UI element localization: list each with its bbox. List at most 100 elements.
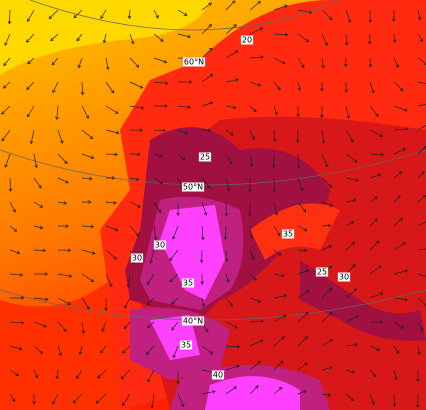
wind-arrow: [81, 249, 95, 254]
wind-arrow-head: [301, 64, 305, 69]
wind-arrow-head: [114, 152, 118, 157]
wind-arrow-head: [279, 360, 284, 365]
wind-arrow-head: [104, 307, 108, 312]
wind-arrow: [321, 393, 331, 396]
wind-arrow: [201, 297, 205, 307]
wind-arrow-head: [147, 378, 151, 383]
wind-arrow-head: [73, 14, 78, 19]
wind-arrow-head: [32, 401, 36, 405]
wind-arrow: [345, 369, 355, 373]
wind-arrow-head: [404, 108, 408, 112]
wind-arrow: [249, 27, 263, 35]
wind-arrow-head: [146, 281, 151, 286]
wind-arrow-head: [272, 189, 277, 193]
wind-arrow: [345, 344, 358, 347]
wind-arrow-head: [67, 301, 71, 305]
wind-arrow-head: [303, 248, 308, 253]
wind-arrow-head: [257, 361, 261, 365]
wind-arrow-head: [395, 64, 399, 68]
wind-arrow-head: [209, 101, 214, 105]
wind-arrow-head: [346, 115, 351, 119]
wind-arrow-head: [171, 300, 175, 305]
wind-arrow: [345, 177, 359, 181]
wind-arrow-head: [39, 350, 44, 354]
wind-arrow-head: [304, 362, 308, 367]
wind-arrow: [150, 249, 155, 264]
wind-arrow: [56, 369, 59, 379]
wind-arrow-head: [160, 38, 164, 42]
wind-arrow: [81, 81, 83, 95]
wind-arrow: [417, 321, 423, 332]
wind-arrow: [417, 33, 423, 42]
wind-arrow: [201, 345, 213, 355]
wind-arrow-head: [105, 66, 110, 71]
wind-arrow: [273, 5, 288, 11]
wind-arrow: [273, 314, 287, 323]
wind-arrow-head: [16, 250, 21, 255]
wind-arrow-head: [90, 278, 95, 283]
wind-arrow-head: [27, 113, 31, 118]
wind-arrow: [297, 362, 308, 371]
wind-arrow: [321, 33, 328, 46]
wind-arrow-head: [95, 400, 100, 404]
wind-arrow-head: [277, 86, 281, 91]
wind-arrow-head: [146, 302, 150, 306]
wind-arrow: [345, 288, 357, 299]
wind-arrow-head: [44, 272, 49, 276]
wind-arrow: [9, 9, 11, 24]
latitude-label: 60°N: [184, 58, 204, 67]
wind-arrow: [129, 33, 134, 44]
wind-arrow: [225, 0, 236, 11]
wind-arrow: [369, 57, 371, 67]
wind-arrow-head: [281, 60, 286, 65]
wind-arrow-head: [1, 111, 5, 115]
contour-label-box: [337, 272, 351, 282]
wind-arrow-head: [229, 302, 233, 307]
wind-arrow: [345, 393, 354, 401]
wind-arrow: [321, 177, 332, 188]
wind-arrow-head: [259, 339, 264, 343]
wind-arrow: [321, 153, 329, 167]
wind-arrow-head: [208, 24, 212, 28]
wind-arrow-head: [113, 256, 117, 260]
wind-arrow-head: [296, 113, 301, 117]
contour-label: 35: [183, 279, 193, 288]
wind-arrow: [249, 56, 264, 59]
wind-arrow-head: [126, 284, 131, 288]
wind-arrow: [169, 249, 179, 261]
wind-arrow: [321, 57, 324, 68]
wind-arrow: [297, 33, 309, 42]
wind-arrow-head: [223, 236, 228, 240]
contour-label-box: [315, 267, 329, 277]
wind-arrow: [3, 57, 11, 66]
wind-arrow-head: [113, 201, 117, 205]
wind-arrow-head: [38, 185, 42, 189]
wind-arrow-head: [72, 399, 77, 404]
wind-arrow: [369, 196, 378, 203]
wind-arrow: [105, 225, 118, 231]
wind-arrow-head: [282, 314, 287, 318]
wind-arrow-head: [421, 171, 425, 175]
wind-arrow: [9, 393, 16, 402]
contour-label-box: [211, 370, 225, 380]
wind-arrow: [27, 57, 35, 64]
wind-arrow-head: [379, 292, 384, 296]
wind-arrow: [172, 225, 179, 240]
wind-arrow: [201, 24, 212, 35]
wind-arrow: [57, 129, 63, 144]
wind-arrow: [297, 81, 301, 91]
wind-arrow-head: [135, 64, 140, 68]
wind-arrow-head: [123, 325, 128, 330]
wind-arrow-head: [328, 245, 332, 249]
wind-arrow-head: [368, 19, 373, 24]
wind-arrow-head: [176, 212, 180, 217]
wind-arrow: [273, 295, 287, 299]
wind-arrow-head: [379, 320, 384, 324]
wind-arrow-head: [402, 148, 406, 152]
wind-arrow: [369, 240, 380, 251]
wind-arrow: [33, 345, 43, 354]
wind-arrow: [81, 273, 94, 283]
wind-arrow-head: [249, 235, 254, 239]
wind-arrow: [122, 345, 131, 354]
wind-arrow-head: [111, 176, 116, 180]
